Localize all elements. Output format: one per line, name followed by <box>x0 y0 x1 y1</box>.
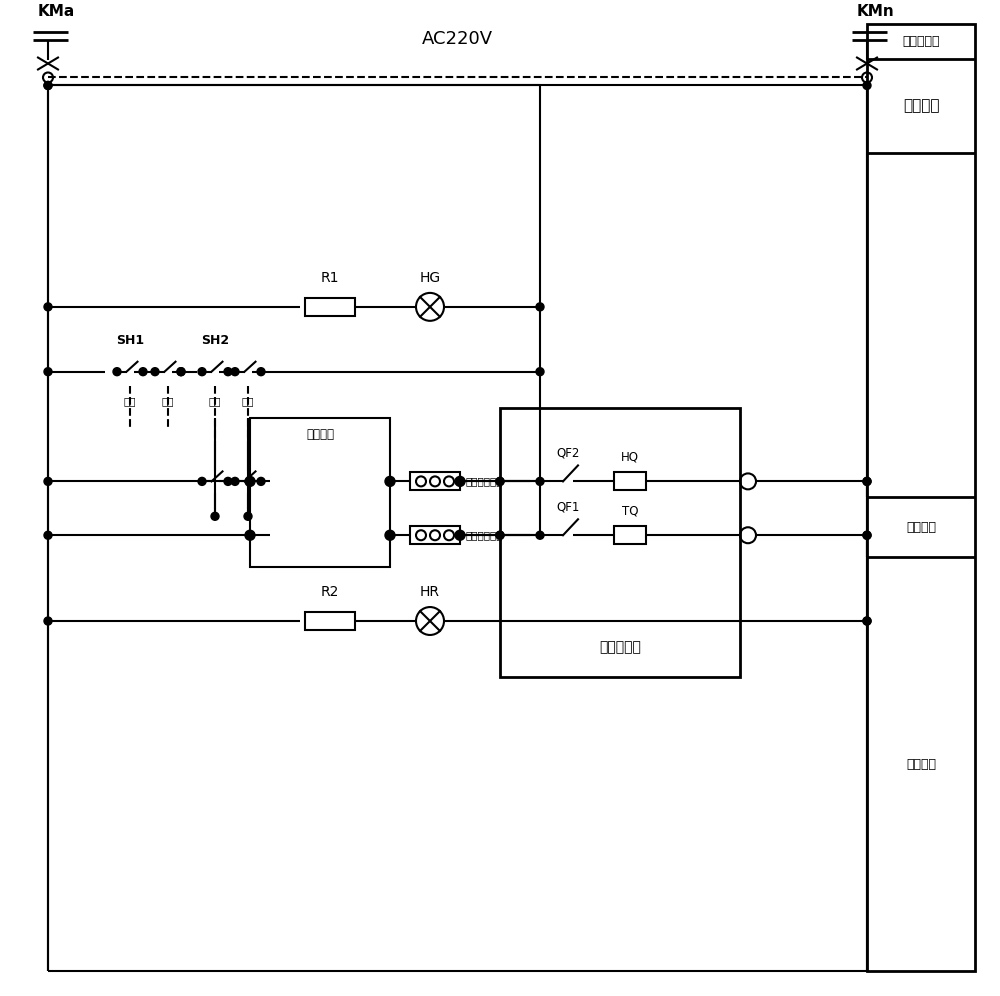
Circle shape <box>455 530 465 540</box>
Text: QF2: QF2 <box>556 446 580 459</box>
Circle shape <box>496 477 504 485</box>
Text: R1: R1 <box>321 271 339 285</box>
Circle shape <box>536 368 544 375</box>
Circle shape <box>44 82 52 90</box>
Circle shape <box>245 530 255 540</box>
Circle shape <box>113 368 121 375</box>
Circle shape <box>198 368 206 375</box>
Circle shape <box>496 531 504 539</box>
Text: R2: R2 <box>321 585 339 599</box>
Text: 线路保护: 线路保护 <box>306 427 334 440</box>
Circle shape <box>224 368 232 375</box>
Circle shape <box>385 476 395 486</box>
Bar <box>614 472 646 490</box>
Text: SH1: SH1 <box>116 334 144 347</box>
Text: QF1: QF1 <box>556 500 580 513</box>
Text: 合闸: 合闸 <box>209 396 221 406</box>
Bar <box>250 417 390 567</box>
Text: 分闸: 分闸 <box>242 396 254 406</box>
Bar <box>410 472 460 490</box>
Circle shape <box>536 303 544 311</box>
Circle shape <box>231 368 239 375</box>
Bar <box>500 407 740 677</box>
Circle shape <box>863 618 871 625</box>
Circle shape <box>44 368 52 375</box>
Text: KMa: KMa <box>38 4 75 19</box>
Circle shape <box>44 303 52 311</box>
Text: 就地: 就地 <box>162 396 174 406</box>
Text: HQ: HQ <box>621 450 639 463</box>
Circle shape <box>177 368 185 375</box>
Circle shape <box>863 618 871 625</box>
Text: TQ: TQ <box>622 504 638 517</box>
Circle shape <box>257 477 265 485</box>
Text: HR: HR <box>420 585 440 599</box>
Circle shape <box>231 477 239 485</box>
Circle shape <box>863 82 871 90</box>
Circle shape <box>177 368 185 375</box>
Circle shape <box>257 368 265 375</box>
Text: 控制小母线: 控制小母线 <box>902 35 940 48</box>
Text: 合闸线圈: 合闸线圈 <box>906 521 936 534</box>
Circle shape <box>211 512 219 520</box>
Text: 远方: 远方 <box>124 396 136 406</box>
Circle shape <box>44 618 52 625</box>
Text: 分闸线圈: 分闸线圈 <box>906 758 936 771</box>
Text: 断路器内部: 断路器内部 <box>599 640 641 654</box>
Circle shape <box>863 531 871 539</box>
Circle shape <box>496 477 504 485</box>
Text: SH2: SH2 <box>201 334 229 347</box>
Bar <box>305 612 355 630</box>
Bar <box>614 526 646 544</box>
Circle shape <box>863 477 871 485</box>
Circle shape <box>244 512 252 520</box>
Circle shape <box>245 476 255 486</box>
Text: HG: HG <box>419 271 441 285</box>
Bar <box>410 526 460 544</box>
Text: AC220V: AC220V <box>422 30 493 48</box>
Circle shape <box>536 531 544 539</box>
Circle shape <box>455 476 465 486</box>
Bar <box>867 24 975 971</box>
Circle shape <box>44 82 52 90</box>
Circle shape <box>863 477 871 485</box>
Circle shape <box>224 477 232 485</box>
Circle shape <box>863 531 871 539</box>
Circle shape <box>385 530 395 540</box>
Circle shape <box>496 531 504 539</box>
Bar <box>305 298 355 316</box>
Text: 保护合闸压板: 保护合闸压板 <box>465 476 503 486</box>
Circle shape <box>198 477 206 485</box>
Circle shape <box>151 368 159 375</box>
Circle shape <box>139 368 147 375</box>
Text: 保护跳闸压板: 保护跳闸压板 <box>465 530 503 540</box>
Text: 空气开关: 空气开关 <box>903 99 939 114</box>
Circle shape <box>536 477 544 485</box>
Circle shape <box>44 477 52 485</box>
Text: KMn: KMn <box>857 4 895 19</box>
Circle shape <box>44 531 52 539</box>
